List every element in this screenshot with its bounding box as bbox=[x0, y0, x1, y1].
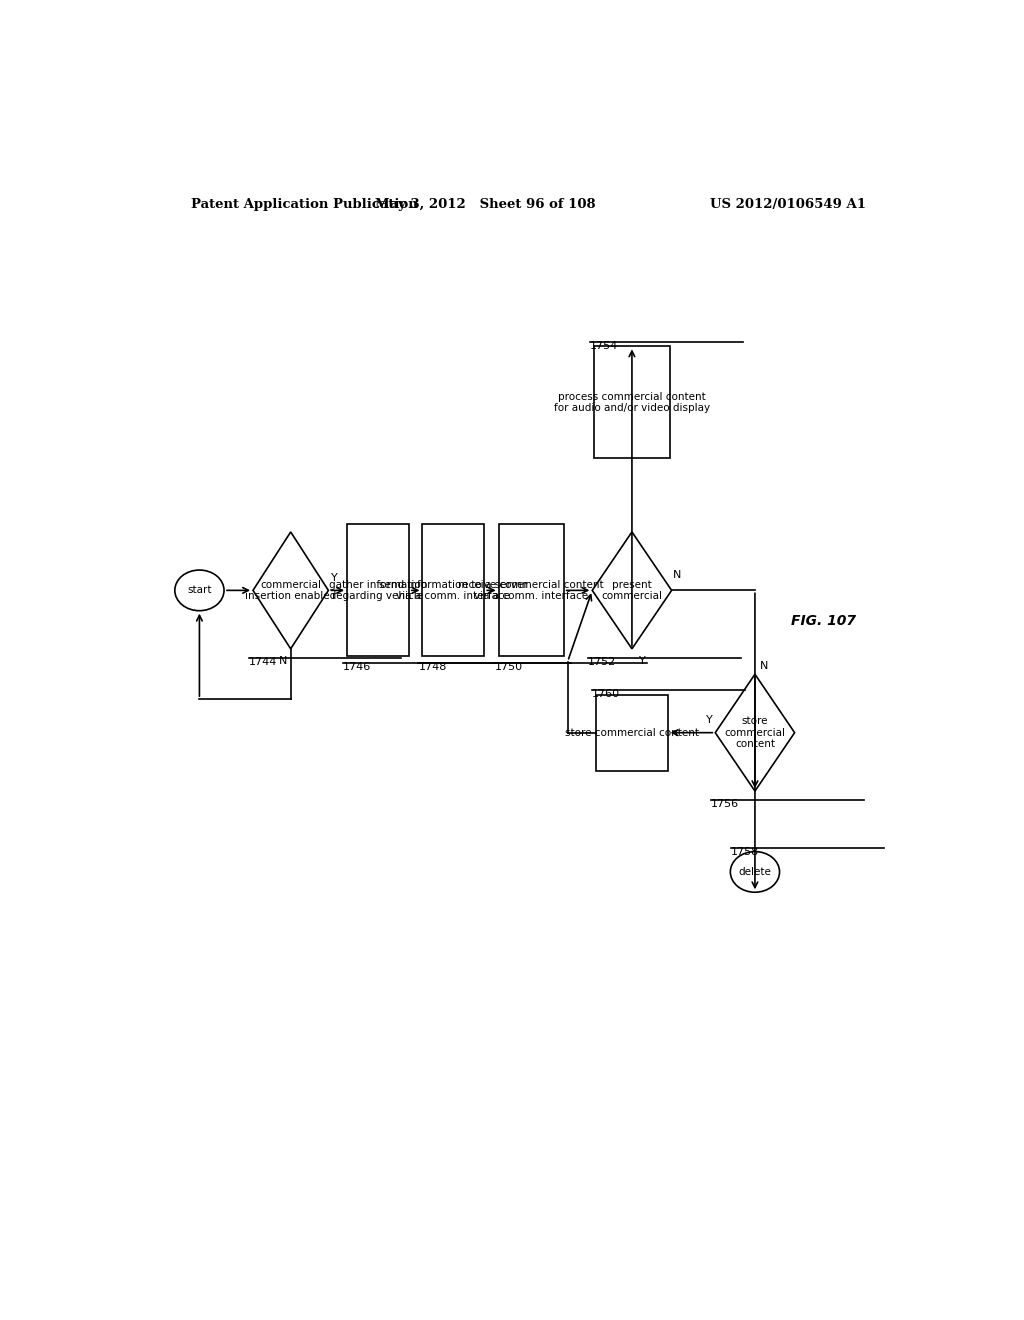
Text: Y: Y bbox=[706, 715, 713, 726]
Text: N: N bbox=[673, 570, 681, 579]
Text: May 3, 2012   Sheet 96 of 108: May 3, 2012 Sheet 96 of 108 bbox=[375, 198, 595, 211]
Text: 1750: 1750 bbox=[495, 661, 523, 672]
Text: 1748: 1748 bbox=[419, 661, 446, 672]
Text: store
commercial
content: store commercial content bbox=[724, 715, 785, 750]
Text: FIG. 107: FIG. 107 bbox=[791, 614, 856, 628]
Text: 1744: 1744 bbox=[249, 657, 278, 667]
Text: 1760: 1760 bbox=[592, 689, 621, 700]
Text: 1752: 1752 bbox=[588, 657, 616, 667]
Text: N: N bbox=[279, 656, 287, 667]
Text: process commercial content
for audio and/or video display: process commercial content for audio and… bbox=[554, 392, 710, 413]
Text: N: N bbox=[760, 661, 769, 671]
Text: delete: delete bbox=[738, 867, 771, 876]
Text: Patent Application Publication: Patent Application Publication bbox=[191, 198, 418, 211]
Text: Y: Y bbox=[639, 656, 645, 667]
Text: present
commercial: present commercial bbox=[601, 579, 663, 601]
Text: store commercial content: store commercial content bbox=[565, 727, 699, 738]
Text: US 2012/0106549 A1: US 2012/0106549 A1 bbox=[710, 198, 866, 211]
Text: 1746: 1746 bbox=[343, 661, 372, 672]
Text: Y: Y bbox=[331, 573, 337, 583]
Text: 1756: 1756 bbox=[712, 799, 739, 809]
Text: 1758: 1758 bbox=[731, 846, 760, 857]
Text: receive commercial content
via a comm. interface: receive commercial content via a comm. i… bbox=[459, 579, 604, 601]
Text: 1754: 1754 bbox=[590, 342, 618, 351]
Text: commercial
insertion enabled: commercial insertion enabled bbox=[245, 579, 336, 601]
Text: gather information
regarding vehicle: gather information regarding vehicle bbox=[329, 579, 427, 601]
Text: start: start bbox=[187, 585, 212, 595]
Text: send information to a server
via a comm. interface: send information to a server via a comm.… bbox=[379, 579, 527, 601]
